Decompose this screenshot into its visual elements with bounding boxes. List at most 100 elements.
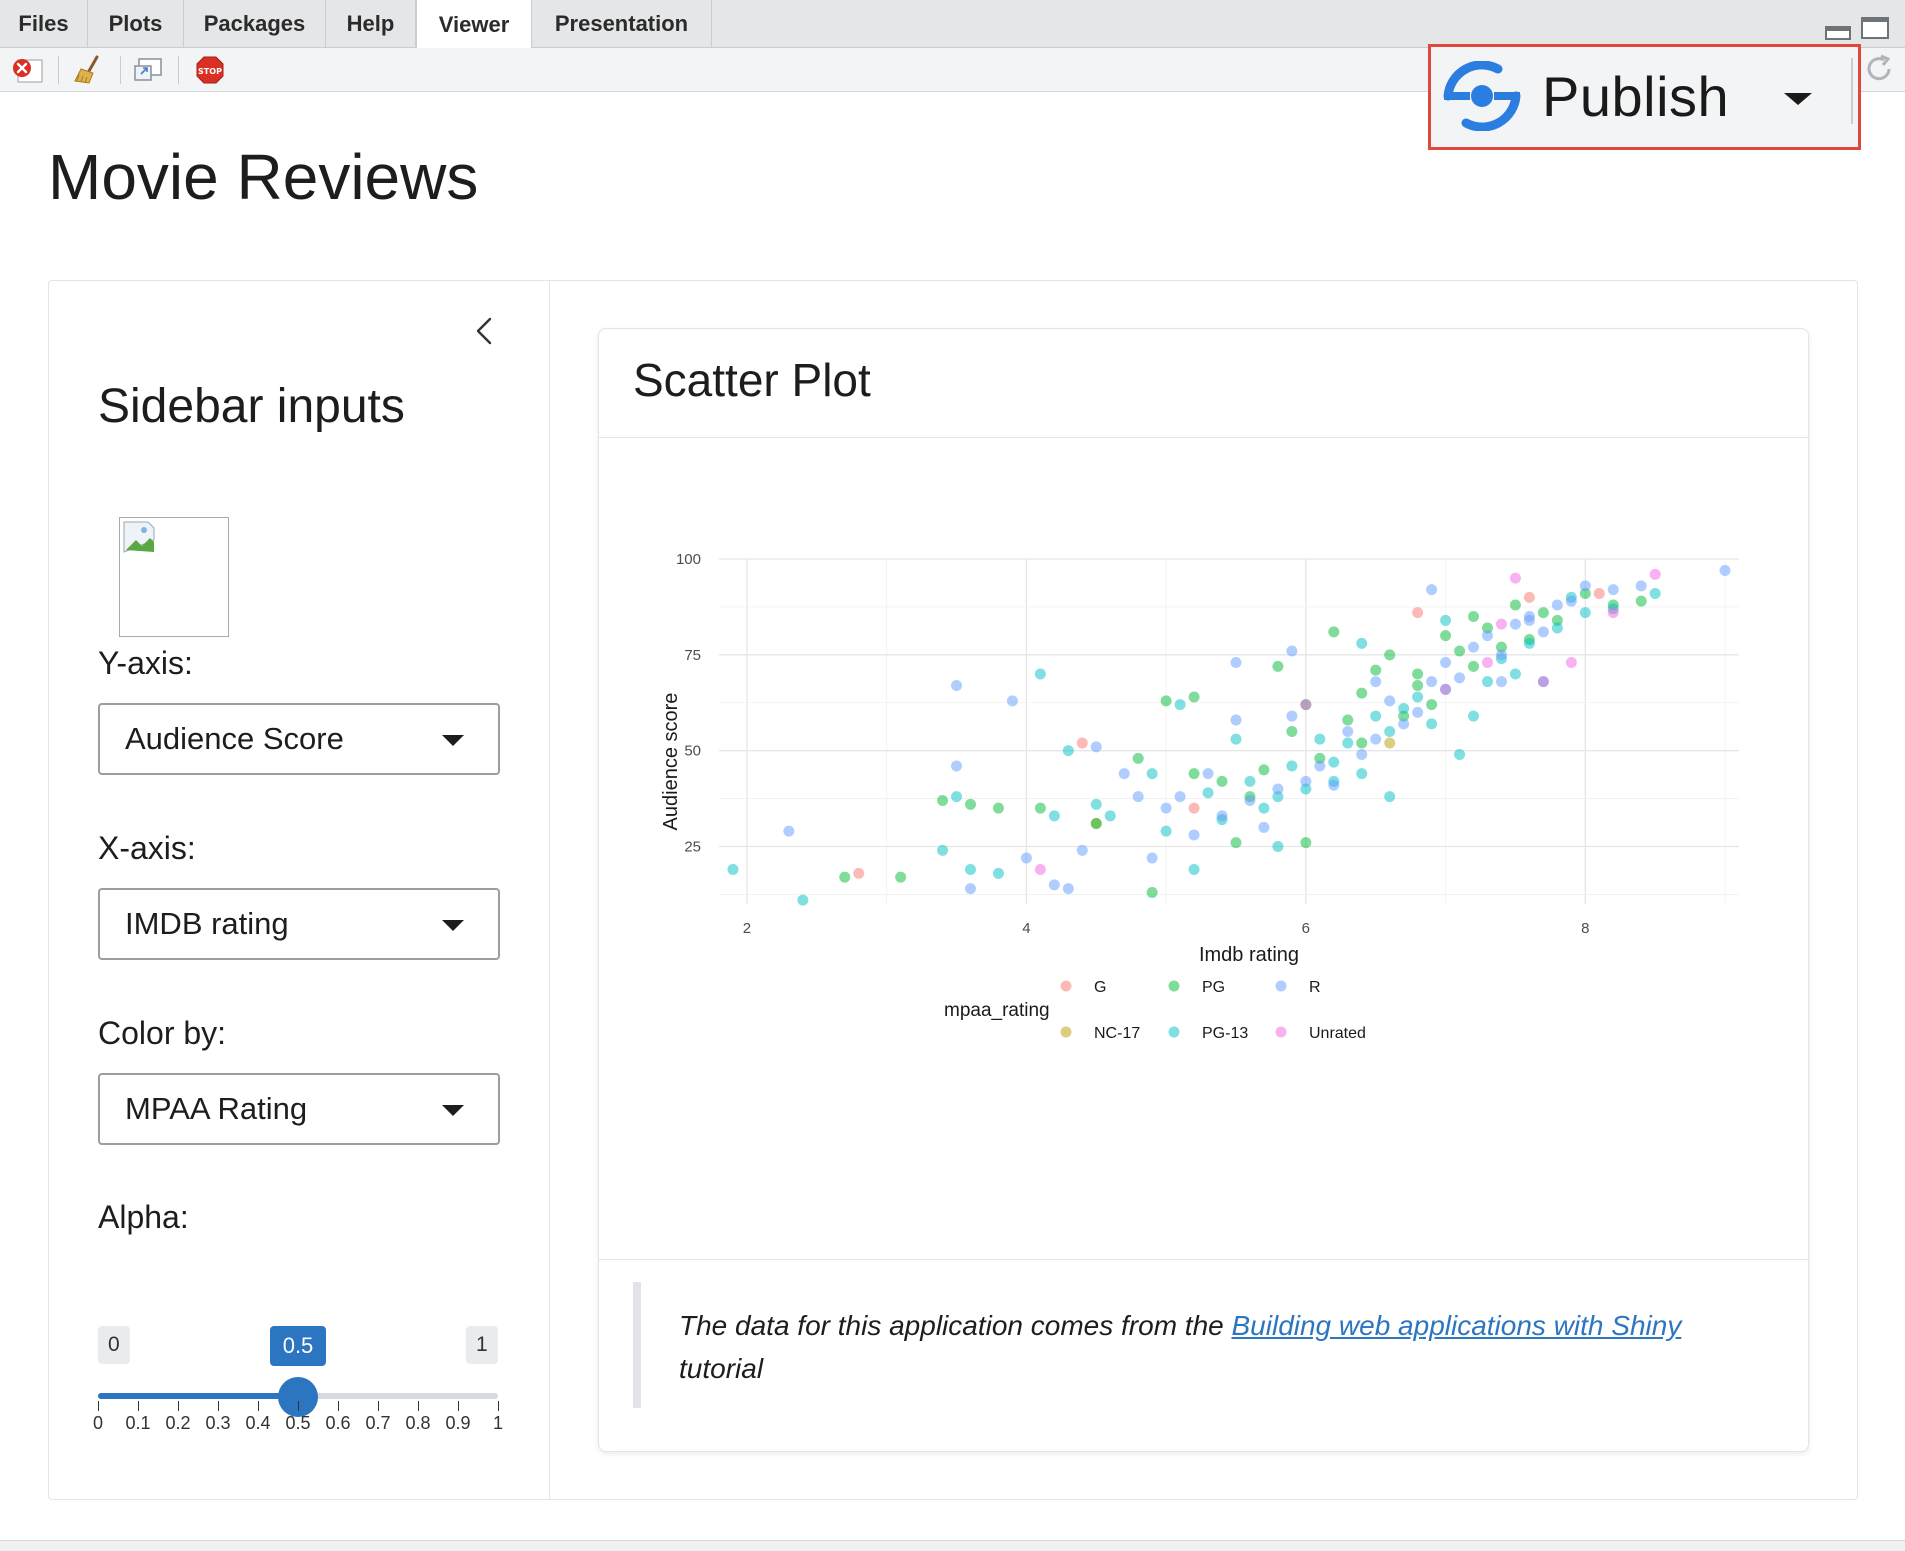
scatter-point (1481, 630, 1493, 642)
maximize-pane-icon[interactable] (1861, 17, 1889, 39)
slider-tick (138, 1401, 139, 1411)
y-tick-label: 50 (684, 743, 701, 760)
scatter-point (1244, 775, 1256, 787)
scatter-point (1300, 775, 1312, 787)
publish-button[interactable]: Publish (1440, 54, 1850, 138)
scatter-point (1468, 641, 1480, 653)
scatter-point (1216, 775, 1228, 787)
scatter-point (1258, 764, 1270, 776)
tab-help[interactable]: Help (326, 0, 416, 48)
scatter-point (1034, 668, 1046, 680)
scatter-point (1579, 588, 1591, 599)
scatter-point (1384, 737, 1396, 749)
scatter-point (1440, 630, 1452, 642)
alpha-slider-fill (98, 1393, 298, 1399)
slider-tick-label: 0.3 (205, 1413, 231, 1433)
minimize-pane-icon[interactable] (1825, 26, 1851, 40)
x-axis-select[interactable]: IMDB rating (98, 888, 500, 960)
y-tick-label: 25 (684, 839, 701, 856)
legend-label: PG-13 (1202, 1025, 1248, 1042)
slider-tick-label: 0.1 (125, 1413, 151, 1433)
publish-dropdown-caret-icon[interactable] (1784, 93, 1812, 105)
tab-presentation[interactable]: Presentation (532, 0, 712, 48)
slider-tick-label: 0.7 (365, 1413, 391, 1433)
slider-tick-label: 0.2 (165, 1413, 191, 1433)
scatter-point (1342, 714, 1354, 726)
legend-label: NC-17 (1094, 1025, 1140, 1042)
svg-text:STOP: STOP (198, 67, 222, 76)
scatter-point (1537, 676, 1549, 688)
legend-title: mpaa_rating (944, 1000, 1050, 1021)
scatter-point (1468, 611, 1480, 622)
tab-packages[interactable]: Packages (184, 0, 326, 48)
scatter-point (1342, 737, 1354, 749)
legend-label: Unrated (1309, 1025, 1366, 1042)
remove-viewer-item-icon[interactable] (10, 55, 46, 85)
scatter-point (1230, 714, 1242, 726)
scatter-point (1551, 599, 1563, 611)
refresh-icon[interactable] (1862, 52, 1896, 86)
scatter-point (1286, 645, 1298, 657)
scatter-point (1132, 791, 1144, 803)
scatter-point (1440, 614, 1452, 626)
scatter-point (1370, 733, 1382, 745)
scatter-point (1384, 726, 1396, 737)
y-axis-select-value: Audience Score (125, 721, 344, 756)
slider-tick (98, 1401, 99, 1411)
scatter-point (1635, 595, 1647, 607)
slider-tick-label: 0.8 (405, 1413, 431, 1433)
scatter-point (1523, 614, 1535, 626)
collapse-sidebar-chevron-icon[interactable] (467, 313, 503, 349)
toolbar-divider (1851, 58, 1853, 124)
scatter-point (1258, 821, 1270, 833)
stop-app-icon[interactable]: STOP (194, 55, 226, 85)
scatter-point (965, 864, 977, 875)
scatter-plot-card: Scatter Plot 2 4 6 8 25 50 75 100 Imdb rating Aud… (598, 328, 1809, 1452)
scatter-point (1440, 657, 1452, 668)
scatter-point (1356, 737, 1368, 749)
clear-all-broom-icon[interactable] (72, 55, 108, 85)
slider-tick-label: 0.5 (285, 1413, 311, 1433)
scatter-point (1579, 607, 1591, 619)
scatter-point (1048, 879, 1060, 891)
y-axis-select[interactable]: Audience Score (98, 703, 500, 775)
scatter-point (1523, 637, 1535, 649)
scatter-point (1635, 580, 1647, 592)
broken-image-icon (123, 521, 155, 553)
scatter-point (1426, 699, 1438, 711)
scatter-point (951, 680, 963, 691)
tab-viewer[interactable]: Viewer (416, 0, 532, 49)
scatter-point (1454, 749, 1466, 760)
chevron-down-icon (442, 735, 464, 746)
scatter-point (1286, 760, 1298, 772)
legend-key (1168, 980, 1180, 992)
slider-tick (298, 1401, 299, 1411)
tab-files[interactable]: Files (0, 0, 88, 48)
note-tail: tutorial (679, 1353, 764, 1384)
scatter-point (1412, 607, 1424, 619)
scatter-point (1202, 787, 1214, 799)
shiny-tutorial-link[interactable]: Building web applications with Shiny (1231, 1310, 1682, 1341)
scatter-point (727, 864, 739, 875)
color-by-select[interactable]: MPAA Rating (98, 1073, 500, 1145)
scatter-point (1551, 622, 1563, 634)
alpha-slider-max: 1 (466, 1326, 498, 1364)
legend-key (1275, 980, 1287, 992)
scatter-point (1509, 618, 1521, 630)
color-by-select-value: MPAA Rating (125, 1091, 308, 1126)
slider-tick (218, 1401, 219, 1411)
alpha-slider-handle[interactable] (278, 1377, 318, 1417)
scatter-point (895, 871, 907, 883)
show-in-new-window-icon[interactable] (130, 55, 166, 85)
scatter-point (1272, 841, 1284, 852)
data-source-note: The data for this application comes from… (633, 1282, 1763, 1408)
sidebar-title: Sidebar inputs (98, 380, 405, 433)
scatter-point (1565, 657, 1577, 668)
scatter-point (1132, 752, 1144, 764)
scatter-point (1509, 668, 1521, 680)
tab-plots[interactable]: Plots (88, 0, 184, 48)
scatter-point (1481, 676, 1493, 688)
scatter-point (1286, 726, 1298, 737)
scatter-point (1076, 737, 1088, 749)
slider-tick (258, 1401, 259, 1411)
